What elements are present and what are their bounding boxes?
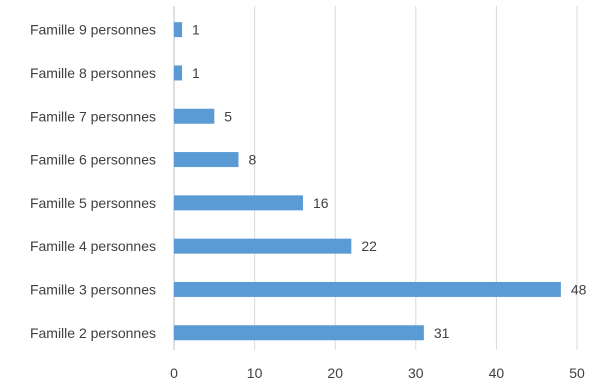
bar-2 xyxy=(174,65,183,81)
x-tick-label-50: 50 xyxy=(569,365,585,381)
x-tick-label-40: 40 xyxy=(489,365,505,381)
x-tick-label-10: 10 xyxy=(247,365,263,381)
bar-4 xyxy=(174,152,239,168)
data-label-4: 8 xyxy=(248,152,256,168)
x-tick-label-30: 30 xyxy=(408,365,424,381)
grid-lines xyxy=(173,6,578,350)
category-label-3: Famille 7 personnes xyxy=(30,108,156,124)
data-label-2: 1 xyxy=(192,65,200,81)
data-label-5: 16 xyxy=(313,195,329,211)
data-label-3: 5 xyxy=(224,108,232,124)
bar-5 xyxy=(174,195,303,211)
bar-8 xyxy=(174,325,424,341)
x-tick-label-20: 20 xyxy=(327,365,343,381)
data-labels: 1 1 5 8 16 22 48 31 xyxy=(192,22,587,341)
category-label-4: Famille 6 personnes xyxy=(30,152,156,168)
bar-1 xyxy=(174,22,183,38)
bar-7 xyxy=(174,281,561,297)
category-label-6: Famille 4 personnes xyxy=(30,238,156,254)
category-label-8: Famille 2 personnes xyxy=(30,325,156,341)
data-label-7: 48 xyxy=(571,281,587,297)
category-label-2: Famille 8 personnes xyxy=(30,65,156,81)
bar-6 xyxy=(174,238,352,254)
bars xyxy=(174,22,561,341)
data-label-1: 1 xyxy=(192,22,200,38)
bar-3 xyxy=(174,108,215,124)
category-label-1: Famille 9 personnes xyxy=(30,22,156,38)
category-label-5: Famille 5 personnes xyxy=(30,195,156,211)
x-tick-label-0: 0 xyxy=(170,365,178,381)
data-label-8: 31 xyxy=(434,325,450,341)
x-tick-labels: 0 10 20 30 40 50 xyxy=(170,365,585,381)
category-labels: Famille 9 personnes Famille 8 personnes Fa… xyxy=(30,22,156,341)
category-label-7: Famille 3 personnes xyxy=(30,281,156,297)
data-label-6: 22 xyxy=(361,238,377,254)
